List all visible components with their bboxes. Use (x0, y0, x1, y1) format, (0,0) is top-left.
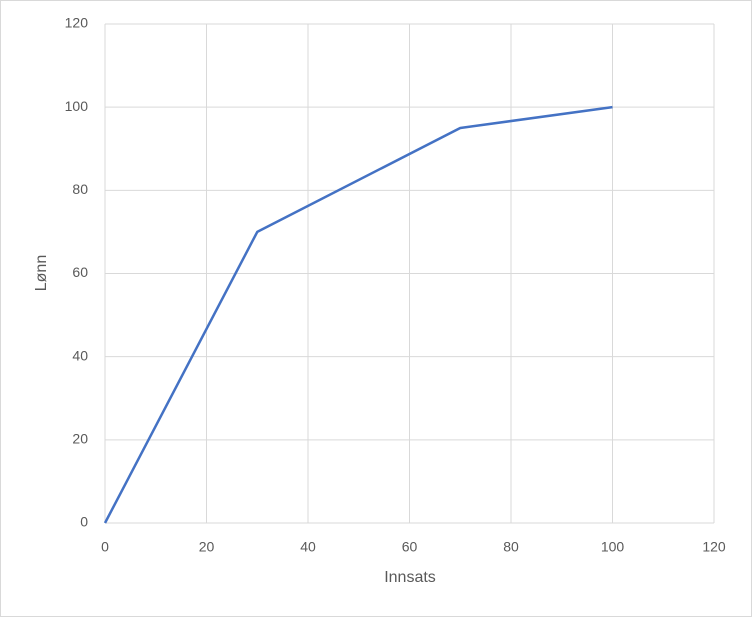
y-tick-label: 0 (80, 514, 88, 530)
y-axis-label: Lønn (33, 255, 50, 291)
x-tick-label: 100 (601, 539, 625, 555)
x-tick-label: 0 (101, 539, 109, 555)
data-line (103, 105, 613, 524)
x-tick-label: 80 (503, 539, 519, 555)
x-tick-label: 60 (402, 539, 418, 555)
y-tick-label: 60 (72, 264, 88, 280)
x-tick-label: 20 (199, 539, 215, 555)
x-axis-label: Innsats (384, 569, 436, 586)
y-tick-label: 80 (72, 181, 88, 197)
y-tick-label: 20 (72, 431, 88, 447)
y-tick-label: 100 (65, 98, 89, 114)
x-tick-label: 40 (300, 539, 316, 555)
x-tick-label: 120 (702, 539, 726, 555)
y-tick-label: 40 (72, 347, 88, 363)
y-tick-label: 120 (65, 15, 89, 31)
